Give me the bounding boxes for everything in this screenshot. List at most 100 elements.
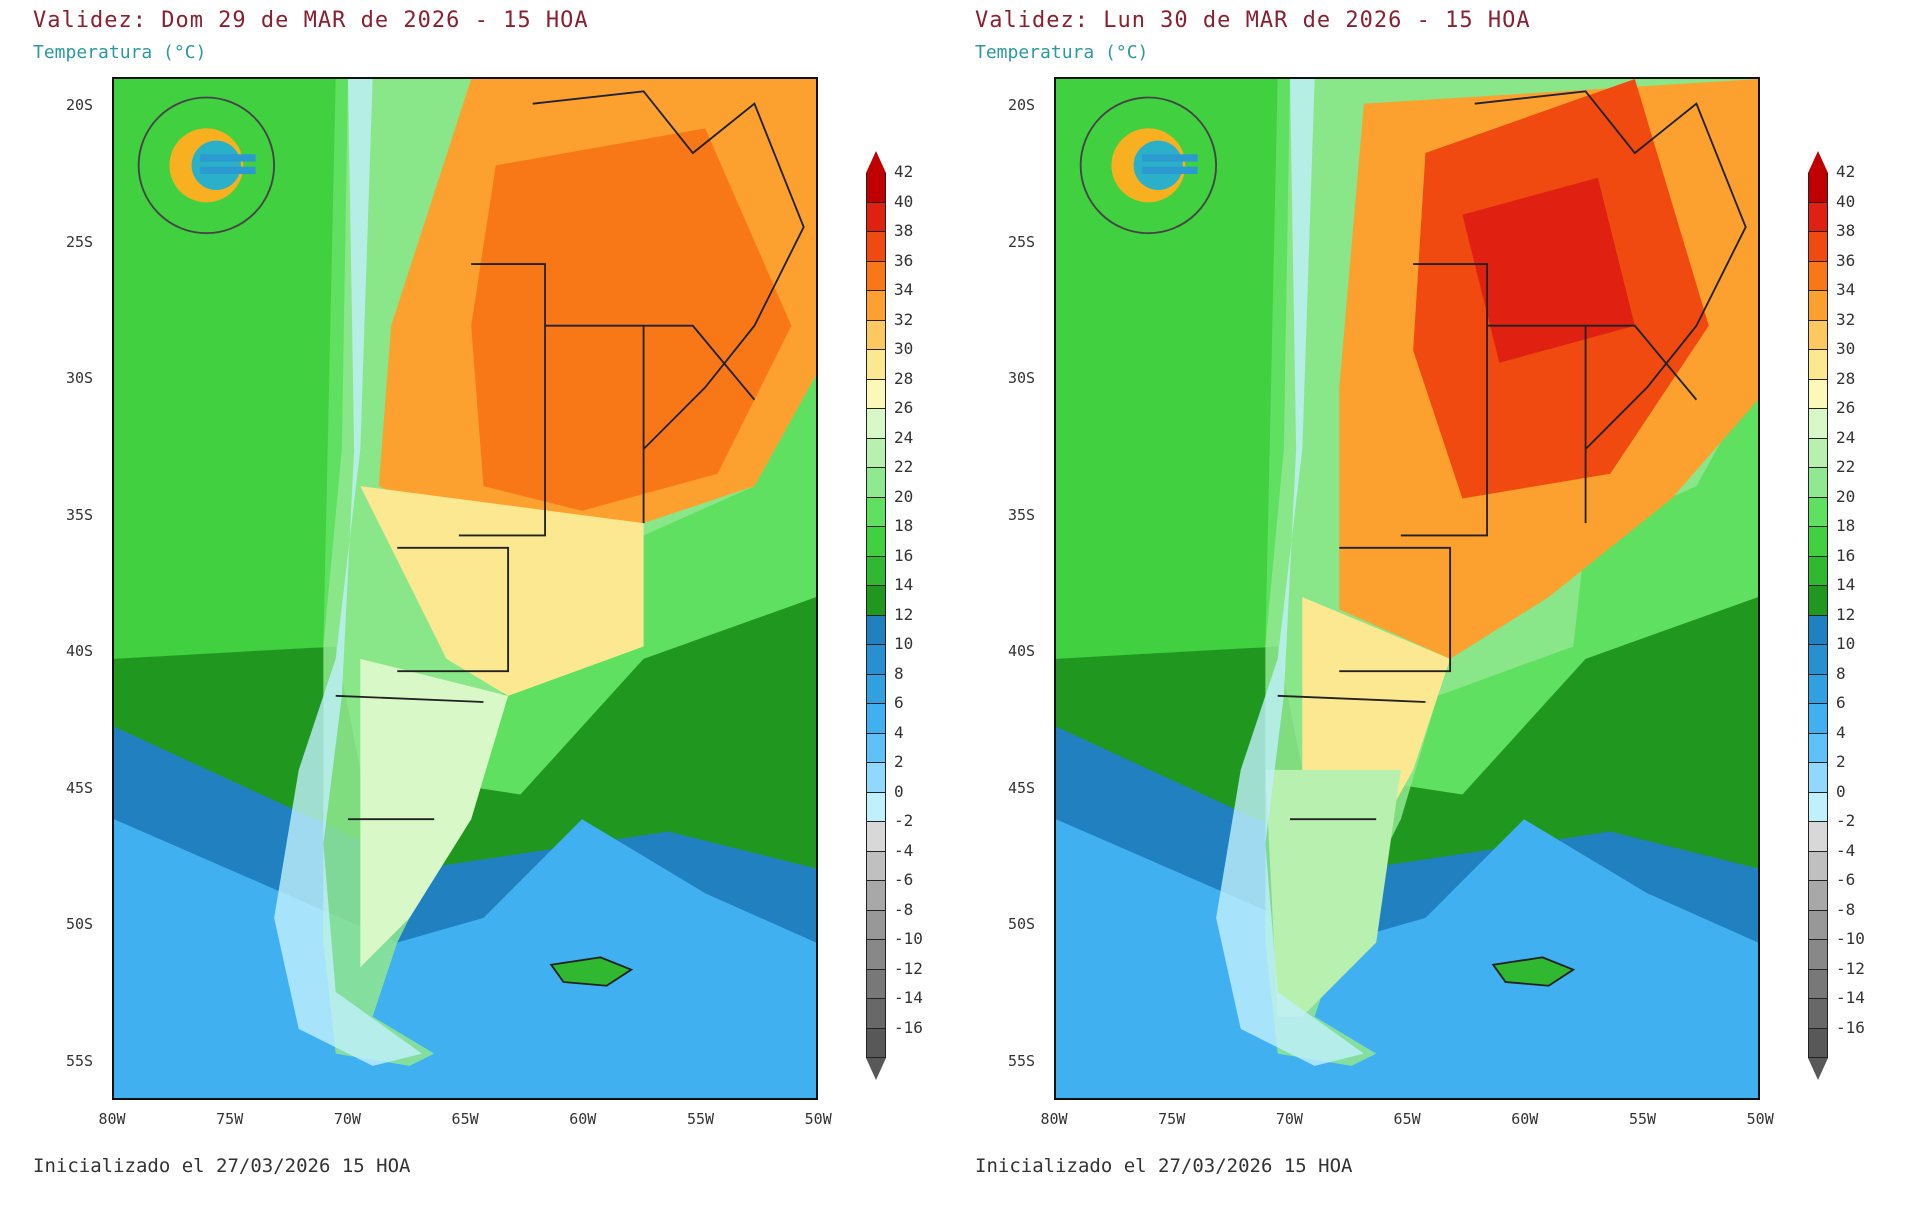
lat-label: 30S bbox=[1008, 369, 1036, 387]
colorbar-bin bbox=[1808, 881, 1828, 911]
colorbar-label: 16 bbox=[894, 545, 914, 565]
colorbar-bin bbox=[866, 438, 886, 468]
colorbar-bin bbox=[1808, 645, 1828, 675]
colorbar-top-arrow bbox=[866, 151, 886, 173]
colorbar-bin bbox=[866, 468, 886, 498]
colorbar-bin bbox=[866, 881, 886, 911]
lon-label: 70W bbox=[333, 1110, 361, 1128]
colorbar-label: -4 bbox=[894, 840, 914, 860]
colorbar-top-arrow bbox=[1808, 151, 1828, 173]
colorbar-label: 42 bbox=[894, 162, 914, 181]
pacific-warm bbox=[1056, 79, 1278, 672]
colorbar-label: -6 bbox=[1836, 870, 1856, 889]
lon-label: 55W bbox=[686, 1110, 715, 1128]
colorbar-label: -12 bbox=[1836, 958, 1865, 978]
colorbar-label: 4 bbox=[894, 722, 904, 742]
colorbar-label: 0 bbox=[1836, 781, 1846, 801]
colorbar-label: 10 bbox=[894, 634, 914, 653]
colorbar-label: 42 bbox=[1836, 162, 1856, 181]
colorbar-bin bbox=[866, 320, 886, 350]
colorbar-bin bbox=[1808, 910, 1828, 940]
colorbar-label: 24 bbox=[1836, 427, 1856, 447]
colorbar-bin bbox=[866, 497, 886, 527]
colorbar-label: 40 bbox=[894, 191, 914, 211]
colorbar-bin bbox=[866, 202, 886, 232]
colorbar-label: 24 bbox=[894, 427, 914, 447]
colorbar-bin bbox=[1808, 409, 1828, 439]
lon-label: 80W bbox=[98, 1110, 126, 1128]
lat-label: 20S bbox=[1008, 96, 1036, 114]
colorbar-label: 22 bbox=[1836, 457, 1856, 476]
variable-subtitle: Temperatura (°C) bbox=[33, 42, 207, 63]
ocean-colder bbox=[114, 819, 816, 1098]
colorbar-label: 4 bbox=[1836, 722, 1846, 742]
colorbar-bin bbox=[1808, 822, 1828, 852]
colorbar-label: 32 bbox=[894, 309, 914, 329]
colorbar-label: -10 bbox=[894, 929, 923, 948]
colorbar-label: 20 bbox=[1836, 486, 1856, 506]
colorbar-bin bbox=[1808, 379, 1828, 409]
colorbar-label: 30 bbox=[1836, 339, 1856, 358]
colorbar-bin bbox=[866, 409, 886, 439]
colorbar-bin bbox=[1808, 202, 1828, 232]
colorbar-label: -2 bbox=[1836, 811, 1856, 830]
colorbar-bin bbox=[1808, 940, 1828, 970]
colorbar-bottom-arrow bbox=[866, 1058, 886, 1080]
lon-label: 65W bbox=[451, 1110, 479, 1128]
logo bbox=[1079, 96, 1218, 235]
colorbar-bin bbox=[866, 586, 886, 616]
colorbar-label: -16 bbox=[1836, 1017, 1865, 1037]
colorbar-label: -6 bbox=[894, 870, 914, 889]
lon-label: 55W bbox=[1628, 1110, 1657, 1128]
lat-label: 35S bbox=[66, 505, 94, 524]
pacific-warm bbox=[114, 79, 336, 672]
andes-chile bbox=[274, 79, 422, 1066]
colorbar-bin bbox=[866, 733, 886, 763]
colorbar-label: -4 bbox=[1836, 840, 1856, 860]
colorbar bbox=[1808, 151, 1830, 1080]
colorbar-label: -8 bbox=[894, 899, 914, 919]
colorbar-label: 28 bbox=[894, 368, 914, 388]
validity-title: Validez: Lun 30 de MAR de 2026 - 15 HOA bbox=[975, 8, 1531, 33]
lon-label: 60W bbox=[1511, 1110, 1539, 1128]
lat-label: 45S bbox=[1008, 778, 1036, 797]
colorbar-bin bbox=[866, 291, 886, 321]
colorbar-bin bbox=[1808, 763, 1828, 793]
temperature-map bbox=[112, 77, 818, 1100]
lat-label: 50S bbox=[1008, 915, 1036, 933]
colorbar-bin bbox=[1808, 438, 1828, 468]
colorbar-bin bbox=[866, 704, 886, 734]
colorbar-bin bbox=[866, 822, 886, 852]
forecast-panel-2: Validez: Lun 30 de MAR de 2026 - 15 HOA … bbox=[942, 0, 1892, 1216]
lon-label: 50W bbox=[804, 1110, 832, 1128]
colorbar-label: 12 bbox=[894, 604, 914, 624]
colorbar-bin bbox=[866, 969, 886, 999]
colorbar-label: 40 bbox=[1836, 191, 1856, 211]
lon-label: 80W bbox=[1040, 1110, 1068, 1128]
colorbar-bin bbox=[1808, 704, 1828, 734]
init-time: Inicializado el 27/03/2026 15 HOA bbox=[975, 1155, 1353, 1177]
colorbar-bin bbox=[1808, 792, 1828, 822]
variable-subtitle: Temperatura (°C) bbox=[975, 42, 1149, 63]
colorbar-label: 18 bbox=[1836, 516, 1856, 535]
colorbar-bin bbox=[866, 910, 886, 940]
colorbar-bin bbox=[1808, 497, 1828, 527]
colorbar-bin bbox=[866, 792, 886, 822]
colorbar-label: 2 bbox=[894, 752, 904, 771]
colorbar-label: -2 bbox=[894, 811, 914, 830]
colorbar-label: 2 bbox=[1836, 752, 1846, 771]
lon-label: 50W bbox=[1746, 1110, 1774, 1128]
lat-label: 40S bbox=[1008, 642, 1036, 660]
colorbar-bin bbox=[1808, 556, 1828, 586]
lat-label: 25S bbox=[66, 232, 94, 251]
colorbar-bin bbox=[866, 615, 886, 645]
colorbar-bin bbox=[1808, 320, 1828, 350]
colorbar-bin bbox=[866, 379, 886, 409]
colorbar-bin bbox=[1808, 1028, 1828, 1058]
colorbar-bin bbox=[1808, 291, 1828, 321]
colorbar-label: -14 bbox=[894, 988, 923, 1007]
colorbar-bin bbox=[866, 851, 886, 881]
colorbar-bin bbox=[866, 763, 886, 793]
colorbar-bin bbox=[866, 645, 886, 675]
lat-label: 40S bbox=[66, 642, 94, 660]
